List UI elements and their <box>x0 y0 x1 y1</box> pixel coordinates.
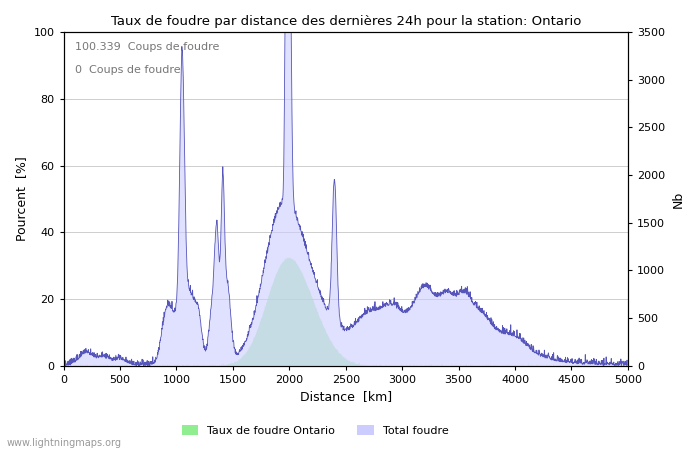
Title: Taux de foudre par distance des dernières 24h pour la station: Ontario: Taux de foudre par distance des dernière… <box>111 15 581 28</box>
Text: www.lightningmaps.org: www.lightningmaps.org <box>7 438 122 448</box>
Text: 100.339  Coups de foudre: 100.339 Coups de foudre <box>75 42 219 52</box>
Legend: Taux de foudre Ontario, Total foudre: Taux de foudre Ontario, Total foudre <box>177 420 453 440</box>
X-axis label: Distance  [km]: Distance [km] <box>300 391 392 404</box>
Y-axis label: Nb: Nb <box>672 190 685 207</box>
Y-axis label: Pourcent  [%]: Pourcent [%] <box>15 157 28 241</box>
Text: 0  Coups de foudre: 0 Coups de foudre <box>75 65 181 75</box>
